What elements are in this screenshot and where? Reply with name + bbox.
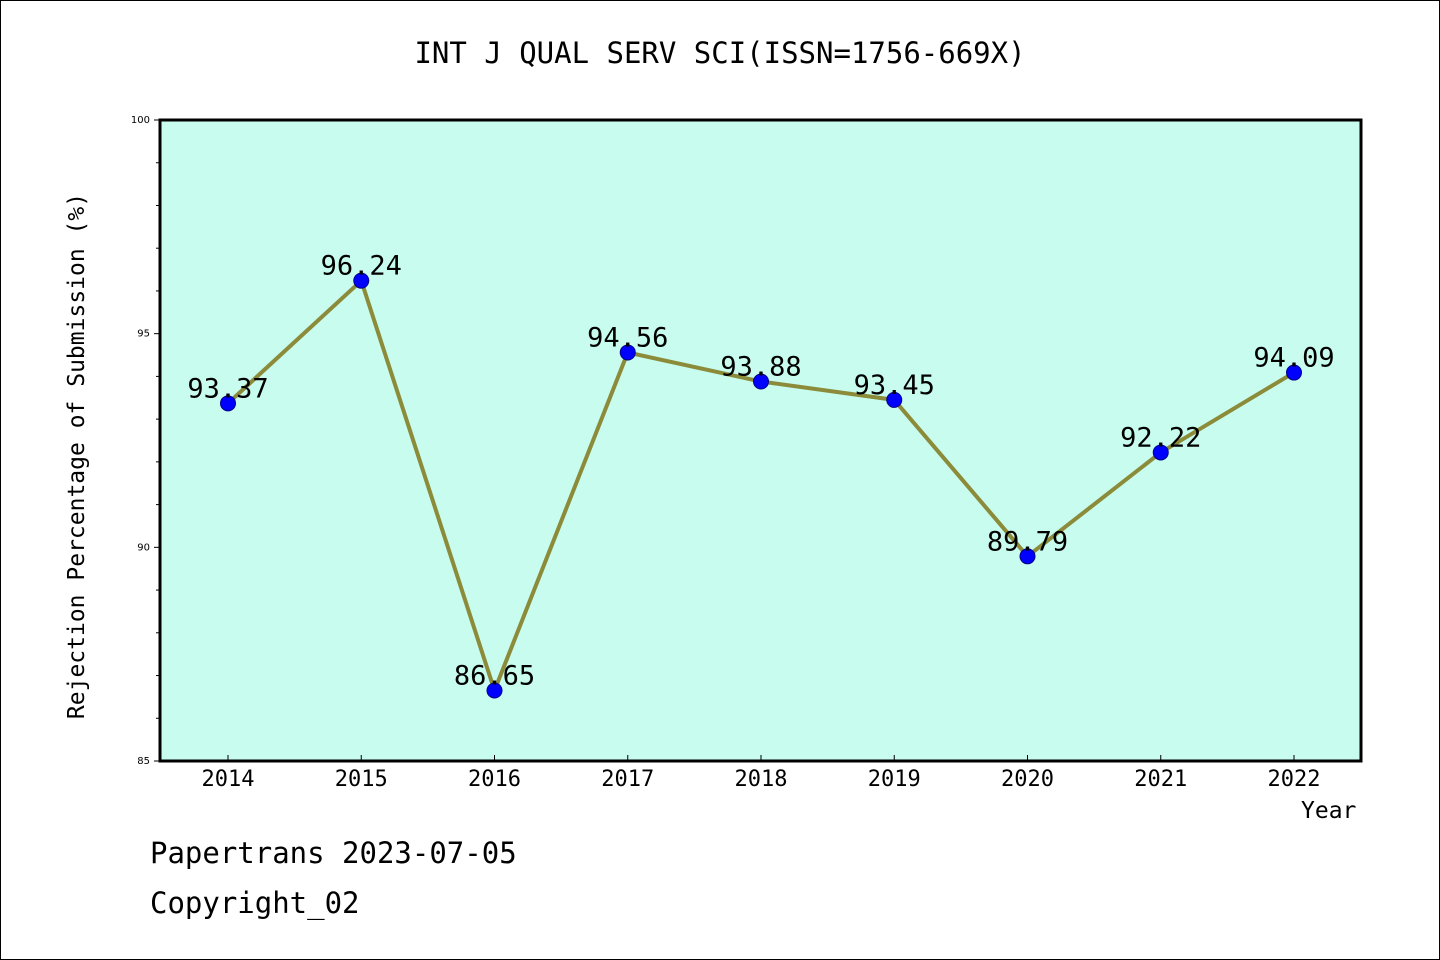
plot-area bbox=[160, 120, 1361, 761]
chart-title: INT J QUAL SERV SCI(ISSN=1756-669X) bbox=[414, 36, 1026, 70]
data-point bbox=[486, 682, 503, 699]
y-axis-ticks: 85 90 95 100 bbox=[131, 115, 160, 767]
data-point bbox=[220, 395, 236, 412]
data-label: 93.45 bbox=[854, 370, 935, 401]
footer-source: Papertrans 2023-07-05 bbox=[150, 836, 517, 870]
data-label: 93.37 bbox=[187, 373, 268, 404]
x-axis-ticks: 2014 2015 2016 2017 2018 2019 2020 2021 2022 bbox=[202, 755, 1321, 792]
data-label: 94.09 bbox=[1253, 343, 1334, 374]
data-point bbox=[1019, 548, 1036, 565]
plot-border bbox=[158, 118, 1363, 763]
x-tick-label: 2021 bbox=[1134, 767, 1187, 792]
x-axis-label: Year bbox=[1301, 798, 1357, 824]
x-tick-label: 2022 bbox=[1268, 767, 1321, 792]
y-tick-label: 95 bbox=[137, 329, 150, 340]
data-label: 93.88 bbox=[720, 352, 801, 383]
data-label: 96.24 bbox=[321, 251, 402, 282]
data-label: 94.56 bbox=[587, 322, 668, 353]
data-label: 86.65 bbox=[454, 660, 535, 691]
x-tick-label: 2020 bbox=[1001, 767, 1054, 792]
x-tick-label: 2014 bbox=[202, 767, 255, 792]
data-point bbox=[1286, 364, 1302, 381]
y-tick-label: 85 bbox=[137, 756, 150, 767]
x-tick-label: 2019 bbox=[868, 767, 921, 792]
x-tick-label: 2017 bbox=[601, 767, 654, 792]
data-labels: 93.37 96.24 86.65 94.56 93.88 93.45 89.79 92.22… bbox=[187, 251, 1334, 692]
data-point bbox=[753, 373, 769, 390]
x-tick-label: 2016 bbox=[468, 767, 521, 792]
data-label: 89.79 bbox=[987, 526, 1068, 557]
data-label: 92.22 bbox=[1120, 422, 1201, 453]
footer-copyright: Copyright_02 bbox=[150, 886, 360, 920]
y-tick-label: 90 bbox=[137, 542, 150, 553]
data-point bbox=[886, 391, 903, 408]
data-point bbox=[619, 344, 636, 361]
data-point bbox=[353, 272, 370, 289]
data-point bbox=[1152, 444, 1169, 461]
y-tick-label: 100 bbox=[131, 115, 150, 126]
x-tick-label: 2015 bbox=[335, 767, 388, 792]
data-markers bbox=[220, 272, 1302, 699]
x-tick-label: 2018 bbox=[735, 767, 788, 792]
